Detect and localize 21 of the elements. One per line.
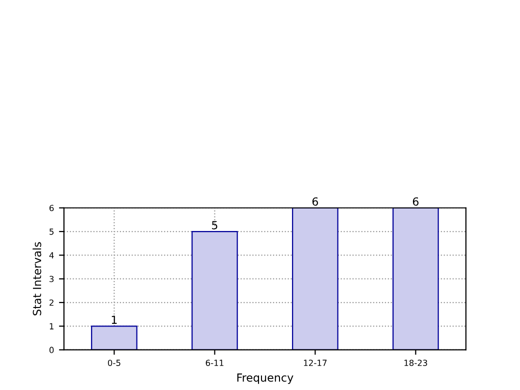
y-tick-label: 3 [50,276,54,282]
bar [292,208,338,350]
x-tick-label: 18-23 [404,360,428,366]
bar [392,208,439,350]
data-label: 6 [412,197,419,206]
x-tick-label: 6-11 [206,360,224,366]
x-axis-title: Frequency [237,374,294,384]
y-tick-label: 4 [49,252,54,258]
data-label: 1 [112,316,117,324]
data-label: 5 [212,221,218,230]
y-axis-title: Stat Intervals [32,242,42,316]
x-tick-label: 0-5 [108,360,120,366]
bar [192,230,238,350]
bar [91,326,138,350]
y-tick-label: 1 [50,323,54,330]
y-tick-label: 0 [49,346,54,354]
x-tick-label: 12-17 [304,360,327,366]
y-tick-label: 2 [50,299,54,306]
data-label: 6 [312,197,318,206]
y-tick-label: 6 [50,204,54,212]
y-tick-label: 5 [50,228,54,235]
